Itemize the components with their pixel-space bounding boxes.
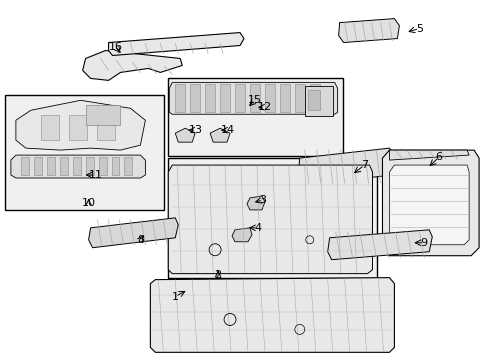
Bar bbox=[205, 84, 215, 112]
Polygon shape bbox=[16, 100, 145, 150]
Polygon shape bbox=[169, 82, 337, 114]
Bar bbox=[68, 115, 86, 140]
Polygon shape bbox=[338, 19, 399, 42]
Polygon shape bbox=[246, 196, 264, 210]
Bar bbox=[175, 84, 185, 112]
Text: 8: 8 bbox=[137, 235, 143, 245]
Bar bbox=[294, 84, 304, 112]
Text: 16: 16 bbox=[108, 41, 122, 51]
Bar bbox=[168, 78, 342, 156]
Bar bbox=[73, 157, 81, 175]
Polygon shape bbox=[388, 165, 468, 245]
Text: 9: 9 bbox=[420, 238, 427, 248]
Bar bbox=[34, 157, 41, 175]
Polygon shape bbox=[297, 148, 394, 185]
Text: 13: 13 bbox=[189, 125, 203, 135]
Bar bbox=[124, 157, 132, 175]
Bar bbox=[304, 86, 332, 116]
Polygon shape bbox=[382, 150, 478, 256]
Bar bbox=[307, 90, 319, 110]
Bar bbox=[47, 157, 55, 175]
Bar bbox=[85, 105, 120, 125]
Bar bbox=[309, 84, 319, 112]
Bar bbox=[220, 84, 229, 112]
Bar bbox=[249, 84, 260, 112]
Text: 6: 6 bbox=[435, 152, 442, 162]
Text: 4: 4 bbox=[254, 223, 261, 233]
Polygon shape bbox=[108, 32, 244, 55]
Text: 11: 11 bbox=[88, 170, 102, 180]
Text: 7: 7 bbox=[360, 160, 367, 170]
Text: 14: 14 bbox=[221, 125, 235, 135]
Bar bbox=[96, 115, 114, 140]
Text: 10: 10 bbox=[81, 198, 96, 208]
Bar bbox=[41, 115, 59, 140]
Polygon shape bbox=[175, 128, 195, 142]
Polygon shape bbox=[150, 278, 394, 352]
Polygon shape bbox=[88, 218, 178, 248]
Text: 5: 5 bbox=[415, 24, 422, 33]
Bar bbox=[21, 157, 29, 175]
Bar bbox=[168, 158, 377, 278]
Text: 12: 12 bbox=[257, 102, 271, 112]
Polygon shape bbox=[11, 155, 145, 178]
Bar bbox=[60, 157, 67, 175]
Polygon shape bbox=[327, 230, 431, 260]
Bar bbox=[264, 84, 274, 112]
Bar bbox=[279, 84, 289, 112]
Polygon shape bbox=[168, 165, 372, 274]
Bar bbox=[99, 157, 106, 175]
Polygon shape bbox=[210, 128, 229, 142]
Bar bbox=[5, 95, 164, 210]
Polygon shape bbox=[82, 50, 182, 80]
Bar bbox=[111, 157, 119, 175]
Bar bbox=[190, 84, 200, 112]
Text: 3: 3 bbox=[259, 195, 266, 205]
Polygon shape bbox=[388, 150, 468, 160]
Bar bbox=[235, 84, 244, 112]
Polygon shape bbox=[232, 228, 251, 242]
Bar bbox=[85, 157, 93, 175]
Text: 2: 2 bbox=[214, 270, 221, 280]
Text: 1: 1 bbox=[171, 292, 179, 302]
Text: 15: 15 bbox=[247, 95, 262, 105]
